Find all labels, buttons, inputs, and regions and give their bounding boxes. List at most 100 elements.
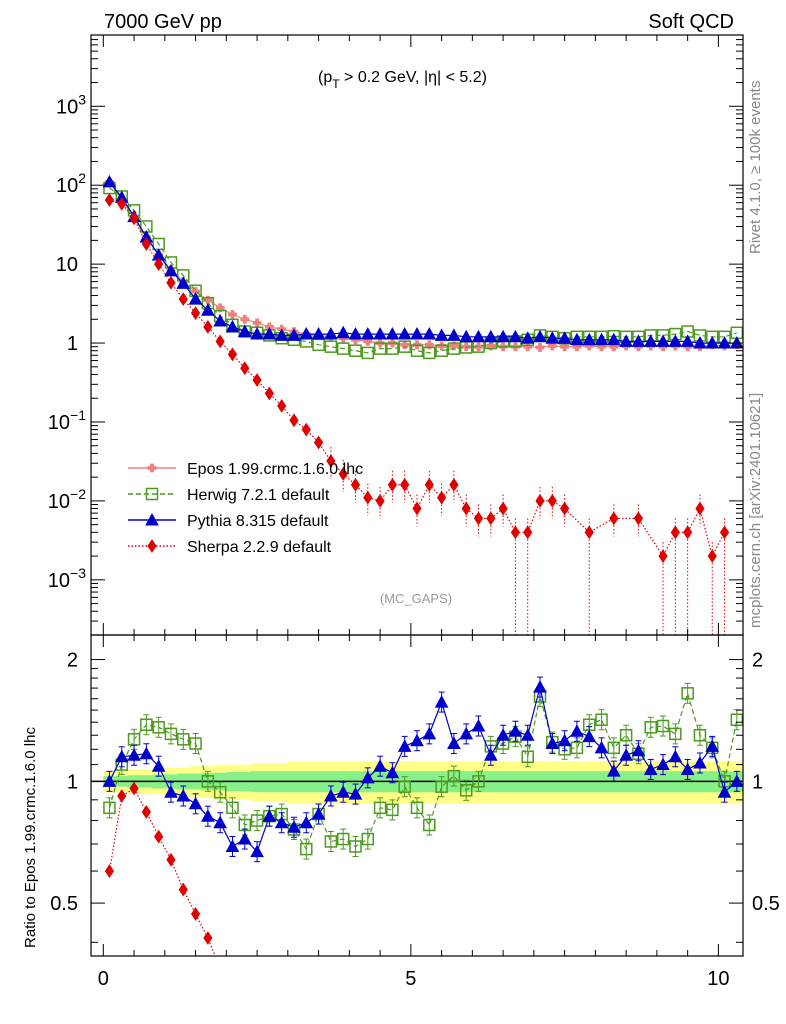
pythia-ratio-point — [483, 748, 498, 761]
sherpa-ratio-point — [117, 789, 127, 803]
pythia-point — [176, 276, 191, 289]
pythia-ratio-point — [336, 785, 351, 798]
legend-marker-epos — [147, 463, 157, 473]
sherpa-point — [510, 525, 521, 540]
epos-point — [228, 310, 237, 319]
cut-label-open: (p — [318, 69, 332, 86]
side-label-bottom: mcplots.cern.ch [arXiv:2401.10621] — [747, 393, 764, 628]
pythia-ratio-point — [127, 748, 141, 761]
pythia-ratio-point — [730, 774, 743, 787]
sherpa-ratio-line — [108, 787, 216, 956]
legend: Epos 1.99.crmc.1.6.0 lhc Herwig 7.2.1 def… — [128, 461, 363, 556]
sherpa-point — [424, 477, 434, 492]
herwig-ratio-point — [226, 801, 239, 815]
sherpa-point — [289, 413, 299, 428]
pythia-point — [693, 336, 707, 349]
cut-label-subscript: T — [332, 77, 340, 91]
sherpa-point — [387, 477, 397, 492]
pythia-ratio-point — [373, 759, 387, 772]
herwig-ratio-point — [607, 741, 621, 755]
sherpa-point — [609, 511, 619, 526]
cut-label-rest: > 0.2 GeV, |η| < 5.2) — [340, 69, 487, 86]
herwig-ratio-point — [361, 832, 375, 846]
herwig-point — [398, 340, 411, 353]
pythia-ratio-point — [717, 785, 732, 798]
sherpa-point — [141, 237, 151, 251]
sherpa-point — [486, 511, 496, 526]
pythia-ratio-point — [693, 755, 707, 769]
sherpa-point — [129, 211, 139, 226]
pythia-ratio-point — [164, 785, 178, 798]
sherpa-point — [523, 525, 533, 540]
pythia-ratio-point — [643, 762, 658, 775]
pythia-point — [680, 334, 695, 347]
pythia-ratio-point — [705, 739, 720, 752]
pythia-point — [496, 329, 510, 343]
sherpa-point — [400, 477, 410, 492]
y-tick-label: 10−3 — [48, 565, 86, 592]
pythia-point — [483, 329, 498, 343]
pythia-ratio-point — [582, 729, 597, 743]
y-tick-label-exponent: −2 — [70, 486, 86, 502]
herwig-ratio-point — [336, 832, 350, 846]
pythia-point — [520, 331, 535, 344]
legend-marker-pythia — [145, 512, 159, 526]
herwig-ratio-point — [250, 814, 264, 827]
sherpa-point — [584, 525, 594, 540]
pythia-point — [471, 329, 486, 343]
pythia-ratio-point — [102, 774, 117, 787]
ratio-y-tick-label-right: 1 — [752, 771, 763, 793]
pythia-ratio-point — [151, 759, 166, 772]
pythia-point — [311, 327, 326, 340]
y-tick-label-exponent: 2 — [78, 170, 86, 186]
pythia-ratio-point — [447, 736, 461, 750]
epos-point — [215, 303, 225, 313]
sherpa-point — [695, 501, 705, 516]
pythia-ratio-point — [188, 796, 203, 810]
sherpa-point — [227, 347, 238, 362]
herwig-point — [373, 342, 387, 355]
ratio-y-tick-label-left: 2 — [67, 650, 78, 672]
pythia-ratio-point — [680, 762, 695, 775]
pythia-ratio-point — [631, 743, 646, 757]
pythia-ratio-point — [656, 757, 670, 771]
herwig-point — [336, 342, 350, 355]
epos-point — [449, 341, 459, 351]
sherpa-point — [633, 511, 644, 526]
ratio-y-axis-label: Ratio to Epos 1.99.crmc.1.6.0 lhc — [22, 727, 39, 948]
sherpa-point — [154, 257, 164, 272]
header-left-title: 7000 GeV pp — [104, 11, 222, 33]
epos-point — [523, 342, 533, 352]
pythia-ratio-point — [385, 765, 400, 779]
sherpa-point — [473, 511, 484, 526]
pythia-ratio-point — [201, 809, 215, 822]
ratio-y-tick-label-right: 2 — [752, 650, 763, 672]
herwig-ratio-point — [189, 737, 202, 750]
ratio-y-tick-label-left: 0.5 — [50, 893, 78, 915]
epos-point — [252, 318, 262, 328]
pythia-ratio-point — [434, 695, 449, 708]
sherpa-point — [326, 454, 336, 468]
pythia-ratio-point — [496, 728, 510, 741]
pythia-ratio-point — [410, 733, 424, 747]
herwig-point — [349, 344, 362, 357]
sherpa-point — [240, 361, 250, 376]
epos-point — [424, 340, 434, 350]
svg-text:(pT > 0.2 GeV, |η| < 5.2): (pT > 0.2 GeV, |η| < 5.2) — [318, 69, 487, 91]
pythia-ratio-point — [606, 764, 621, 777]
x-tick-label: 0 — [98, 968, 109, 990]
header-right-title: Soft QCD — [648, 11, 734, 33]
pythia-ratio-point — [508, 724, 523, 737]
pythia-point — [188, 292, 203, 305]
sherpa-point — [707, 549, 717, 563]
y-tick-label-base: 10 — [48, 412, 70, 434]
pythia-point — [606, 332, 621, 346]
sherpa-point — [437, 490, 447, 505]
pythia-ratio-point — [557, 733, 572, 747]
sherpa-point — [313, 435, 324, 450]
pythia-point — [656, 334, 670, 347]
sherpa-point — [252, 373, 262, 387]
pythia-point — [582, 332, 597, 346]
pythia-point — [410, 327, 424, 340]
pythia-point — [213, 314, 228, 327]
